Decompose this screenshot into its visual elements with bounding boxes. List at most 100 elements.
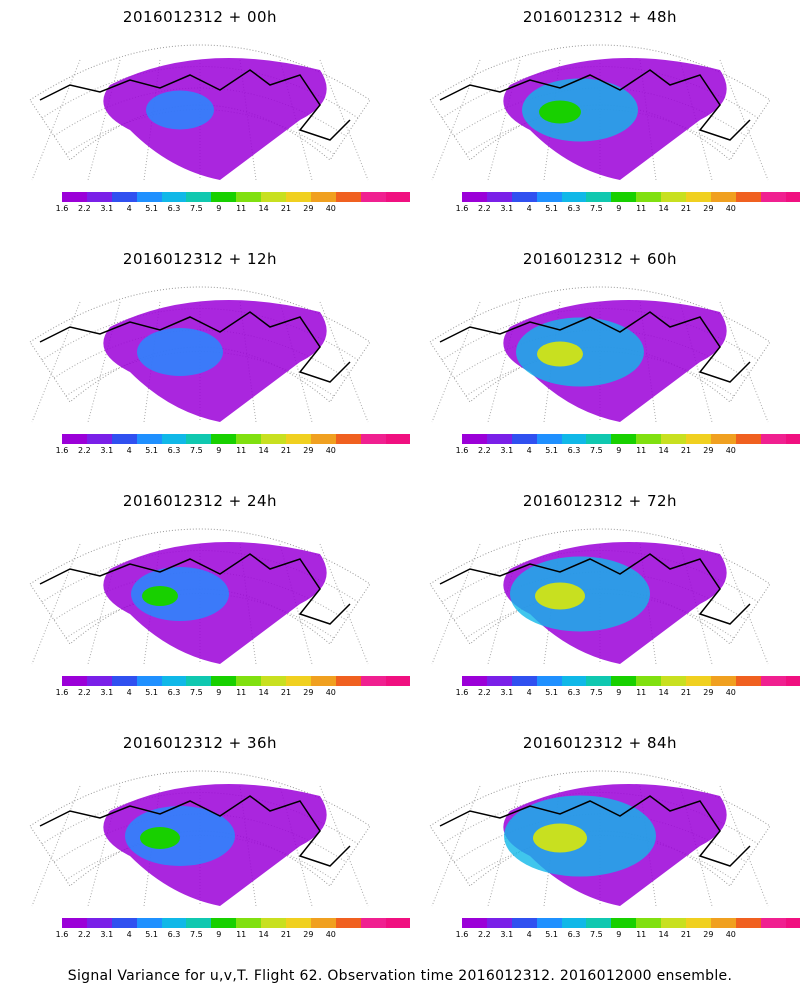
colorbar-swatch xyxy=(161,676,187,686)
colorbar-tick-label: 6.3 xyxy=(567,688,581,697)
colorbar-swatch xyxy=(186,676,212,686)
colorbar-tick-label: 2.2 xyxy=(478,446,491,455)
colorbar-swatch xyxy=(686,918,711,928)
colorbar-tick-label: 14 xyxy=(658,930,669,939)
colorbar-tick-label: 11 xyxy=(236,446,247,455)
colorbar-tick-label: 3.1 xyxy=(500,930,514,939)
map-panel-0: 2016012312 + 00h 1.6 2.2 3.1 4 5.1 6.3 7.5 9 11 14… xyxy=(0,0,411,242)
graticule-line xyxy=(31,301,81,423)
colorbar-tick-label: 7.5 xyxy=(590,204,603,213)
panel-title: 2016012312 + 00h xyxy=(122,8,278,26)
colorbar-ticks: 1.6 2.2 3.1 4 5.1 6.3 7.5 9 11 14 21 29 40 xyxy=(456,688,762,700)
colorbar-tick-label: 21 xyxy=(680,688,692,697)
colorbar-tick-label: 1.6 xyxy=(455,688,469,697)
coastline xyxy=(39,553,351,625)
colorbar-swatch xyxy=(586,434,612,444)
graticule-line xyxy=(431,785,481,907)
colorbar-tick-label: 9 xyxy=(616,688,622,697)
graticule-line xyxy=(65,351,335,397)
colorbar-swatch xyxy=(211,918,237,928)
panel-title: 2016012312 + 12h xyxy=(122,250,278,268)
colorbar-swatch xyxy=(111,192,137,202)
colorbar-tick-label: 5.1 xyxy=(145,446,158,455)
graticule-line xyxy=(319,785,369,907)
colorbar-swatch xyxy=(136,676,162,686)
colorbar-swatch xyxy=(62,918,87,928)
colorbar-tick-label: 4 xyxy=(526,446,532,455)
colorbar-tick-label: 4 xyxy=(126,930,132,939)
colorbar-tick-label: 7.5 xyxy=(190,688,203,697)
colorbar-swatch xyxy=(111,918,137,928)
graticule-line xyxy=(431,543,481,665)
colorbar-tick-label: 3.1 xyxy=(500,446,514,455)
colorbar-tick-label: 29 xyxy=(703,688,714,697)
colorbar-tick-label: 3.1 xyxy=(500,204,514,213)
colorbar-tick-label: 2.2 xyxy=(478,204,491,213)
colorbar-tick-label: 14 xyxy=(658,204,669,213)
colorbar-tick-label: 4 xyxy=(126,688,132,697)
colorbar-tick-label: 5.1 xyxy=(145,688,158,697)
colorbar-tick-label: 2.2 xyxy=(478,930,491,939)
colorbar-swatch xyxy=(161,918,187,928)
graticule-line xyxy=(31,785,81,907)
coastline xyxy=(439,795,751,867)
colorbar-tick-label: 21 xyxy=(280,446,292,455)
colorbar-swatch xyxy=(710,918,736,928)
colorbar-swatch xyxy=(686,192,711,202)
colorbar-tick-label: 1.6 xyxy=(55,930,69,939)
colorbar-swatch xyxy=(310,676,336,686)
colorbar-tick-label: 5.1 xyxy=(545,930,558,939)
colorbar-ticks: 1.6 2.2 3.1 4 5.1 6.3 7.5 9 11 14 21 29 40 xyxy=(56,446,362,458)
colorbar-swatch xyxy=(211,434,237,444)
colorbar-swatch xyxy=(561,676,587,686)
colorbar-tick-label: 40 xyxy=(325,930,336,939)
polar-map xyxy=(29,528,371,665)
colorbar-tick-label: 9 xyxy=(616,204,622,213)
colorbar-tick-label: 14 xyxy=(258,688,269,697)
colorbar-swatch xyxy=(360,434,386,444)
graticule-line xyxy=(65,835,335,881)
colorbar-swatch xyxy=(661,434,687,444)
colorbar-swatch xyxy=(785,676,800,686)
colorbar-tick-label: 7.5 xyxy=(590,930,603,939)
colorbar-tick-label: 11 xyxy=(636,204,647,213)
graticule-line xyxy=(319,301,369,423)
colorbar-tick-label: 3.1 xyxy=(500,688,514,697)
colorbar-tick-label: 1.6 xyxy=(55,688,69,697)
colorbar-tick-label: 5.1 xyxy=(545,204,558,213)
colorbar-tick-label: 9 xyxy=(216,204,222,213)
colorbar-swatch xyxy=(785,434,800,444)
colorbar-tick-label: 29 xyxy=(303,446,314,455)
colorbar-swatch xyxy=(310,918,336,928)
colorbar-ticks: 1.6 2.2 3.1 4 5.1 6.3 7.5 9 11 14 21 29 40 xyxy=(56,688,362,700)
colorbar xyxy=(462,192,800,202)
colorbar-swatch xyxy=(211,192,237,202)
coastline xyxy=(39,311,351,383)
graticule-line xyxy=(431,59,481,181)
colorbar-tick-label: 11 xyxy=(636,688,647,697)
colorbar-swatch xyxy=(760,918,786,928)
graticule-line xyxy=(719,301,769,423)
variance-field-core xyxy=(533,823,587,853)
colorbar-tick-label: 11 xyxy=(236,930,247,939)
colorbar xyxy=(62,676,411,686)
colorbar-swatch xyxy=(735,676,761,686)
colorbar-tick-label: 11 xyxy=(236,688,247,697)
variance-field-core xyxy=(539,100,581,124)
variance-field-core xyxy=(140,827,180,849)
colorbar-swatch xyxy=(561,918,587,928)
colorbar-tick-label: 4 xyxy=(526,930,532,939)
colorbar-swatch xyxy=(486,192,512,202)
colorbar xyxy=(62,192,411,202)
colorbar-swatch xyxy=(636,676,662,686)
colorbar-swatch xyxy=(536,676,562,686)
colorbar-tick-label: 29 xyxy=(303,688,314,697)
colorbar-tick-label: 7.5 xyxy=(190,446,203,455)
variance-field-inner xyxy=(125,806,235,866)
colorbar-swatch xyxy=(611,434,637,444)
colorbar-swatch xyxy=(536,918,562,928)
colorbar-tick-label: 9 xyxy=(216,930,222,939)
colorbar-tick-label: 21 xyxy=(280,688,292,697)
colorbar-swatch xyxy=(735,434,761,444)
colorbar-swatch xyxy=(335,918,361,928)
